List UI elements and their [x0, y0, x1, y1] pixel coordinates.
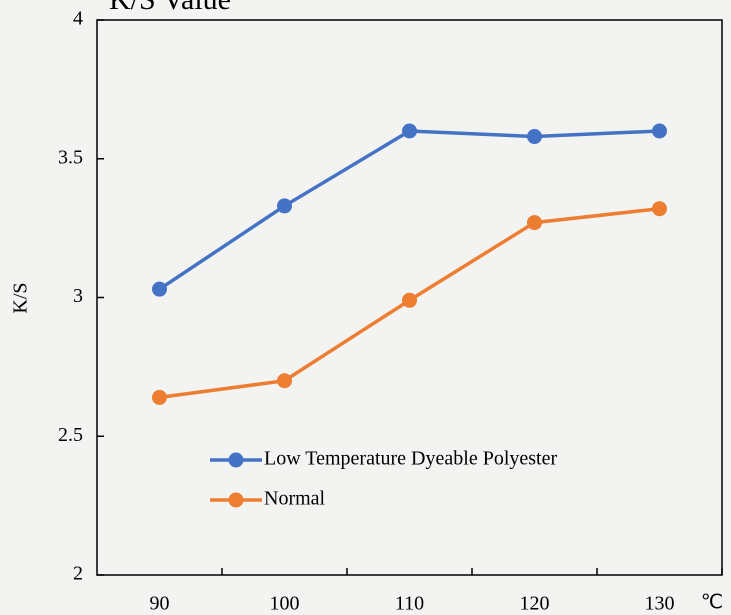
y-tick-label: 3 [73, 285, 83, 307]
y-axis-label: K/S [10, 282, 32, 313]
x-tick-label: 100 [270, 593, 300, 615]
data-point [652, 123, 667, 139]
data-point [402, 123, 417, 139]
x-tick-label: 130 [645, 593, 675, 615]
y-tick-label: 3.5 [58, 146, 83, 168]
chart-title: K/S Value [109, 0, 231, 16]
data-point [527, 215, 542, 231]
data-point [152, 281, 167, 297]
x-tick-label: 110 [395, 593, 424, 615]
legend-label: Normal [264, 488, 326, 510]
legend-marker [228, 492, 244, 508]
data-point [527, 129, 542, 145]
y-tick-label: 2 [73, 563, 83, 585]
data-point [277, 198, 292, 214]
x-tick-label: 90 [150, 593, 170, 615]
y-tick-label: 4 [73, 8, 83, 30]
data-point [152, 389, 167, 405]
x-tick-label: 120 [520, 593, 550, 615]
legend-label: Low Temperature Dyeable Polyester [264, 448, 557, 470]
x-axis-label: ℃ [701, 592, 723, 614]
data-point [277, 373, 292, 389]
data-point [402, 292, 417, 308]
legend-marker [228, 452, 244, 468]
y-tick-label: 2.5 [58, 424, 83, 446]
data-point [652, 201, 667, 217]
